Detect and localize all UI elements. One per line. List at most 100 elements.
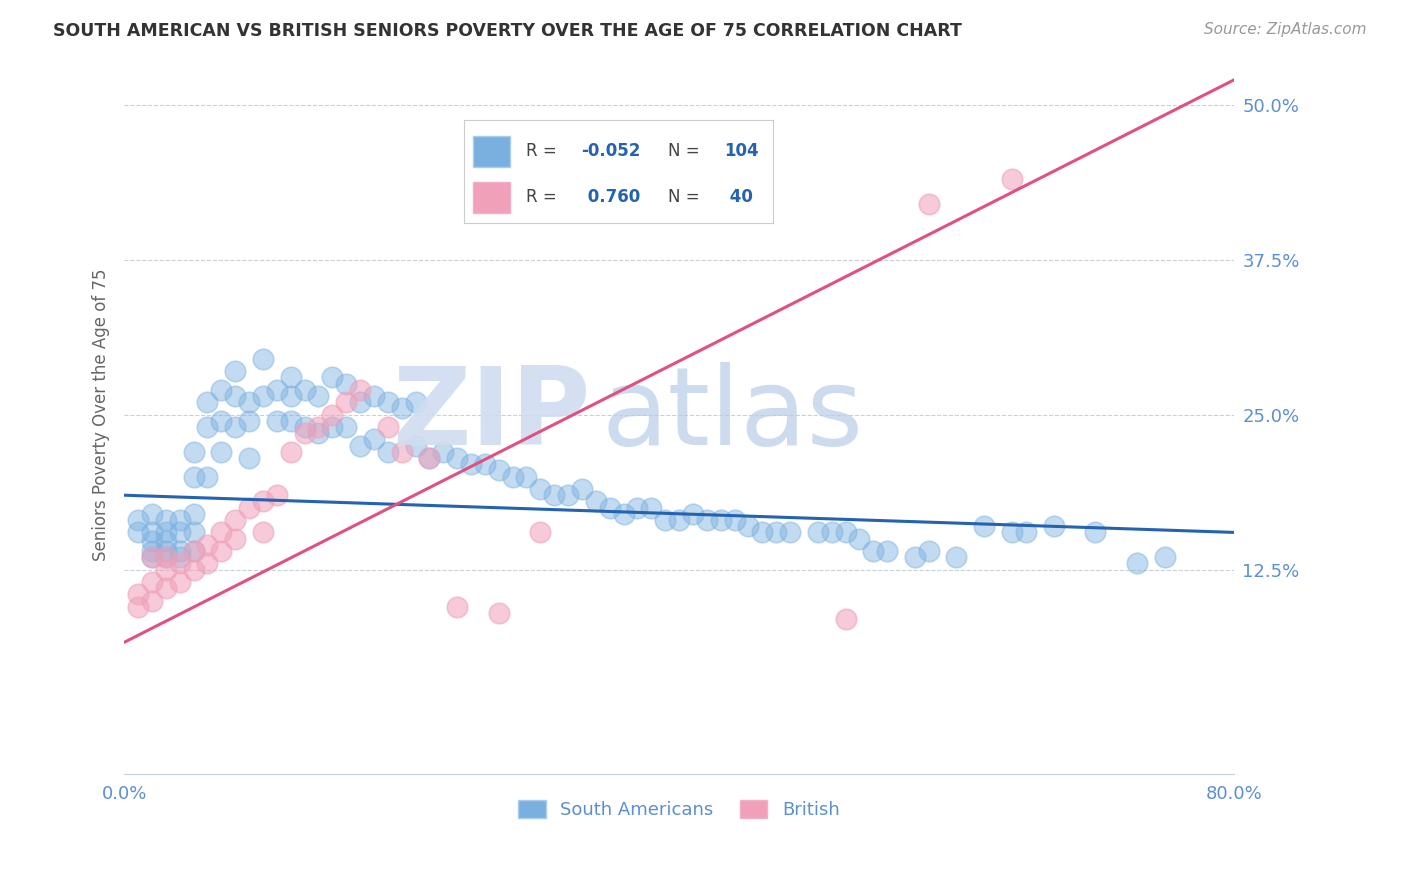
Point	[529, 482, 551, 496]
Point	[1015, 525, 1038, 540]
Point	[405, 395, 427, 409]
Point	[918, 197, 941, 211]
Point	[446, 450, 468, 465]
Point	[224, 420, 246, 434]
Text: R =: R =	[526, 142, 562, 161]
Point	[335, 420, 357, 434]
Point	[209, 445, 232, 459]
Text: N =: N =	[668, 188, 704, 206]
Point	[488, 463, 510, 477]
Point	[682, 507, 704, 521]
Point	[543, 488, 565, 502]
Point	[209, 544, 232, 558]
Point	[557, 488, 579, 502]
Point	[377, 420, 399, 434]
Point	[640, 185, 662, 199]
Point	[141, 550, 163, 565]
Point	[209, 525, 232, 540]
Point	[183, 525, 205, 540]
Point	[141, 574, 163, 589]
Text: 0.760: 0.760	[582, 188, 640, 206]
Point	[252, 389, 274, 403]
Point	[141, 525, 163, 540]
Point	[765, 525, 787, 540]
Point	[321, 408, 343, 422]
Point	[294, 383, 316, 397]
Point	[252, 351, 274, 366]
Point	[155, 513, 177, 527]
Point	[474, 457, 496, 471]
Point	[945, 550, 967, 565]
Legend: South Americans, British: South Americans, British	[512, 792, 846, 826]
Point	[321, 420, 343, 434]
Point	[280, 370, 302, 384]
Point	[238, 395, 260, 409]
Point	[321, 370, 343, 384]
Point	[209, 414, 232, 428]
Point	[169, 525, 191, 540]
Point	[1084, 525, 1107, 540]
Text: ZIP: ZIP	[392, 361, 591, 467]
Text: N =: N =	[668, 142, 704, 161]
Point	[127, 525, 149, 540]
Point	[654, 513, 676, 527]
Point	[1001, 525, 1024, 540]
Point	[155, 550, 177, 565]
Point	[377, 445, 399, 459]
Point	[418, 450, 440, 465]
Point	[197, 557, 219, 571]
Point	[779, 525, 801, 540]
Point	[1001, 172, 1024, 186]
Point	[141, 534, 163, 549]
Point	[280, 389, 302, 403]
Point	[515, 469, 537, 483]
Point	[169, 557, 191, 571]
Point	[1126, 557, 1149, 571]
Point	[349, 395, 371, 409]
Point	[294, 426, 316, 441]
Point	[834, 525, 856, 540]
Point	[169, 544, 191, 558]
Point	[155, 534, 177, 549]
Point	[224, 389, 246, 403]
Point	[834, 612, 856, 626]
Point	[807, 525, 830, 540]
Point	[183, 544, 205, 558]
Point	[613, 507, 636, 521]
Text: -0.052: -0.052	[582, 142, 641, 161]
Point	[335, 376, 357, 391]
Point	[209, 383, 232, 397]
Point	[723, 513, 745, 527]
Point	[266, 383, 288, 397]
Point	[918, 544, 941, 558]
Point	[377, 395, 399, 409]
Point	[848, 532, 870, 546]
Point	[224, 532, 246, 546]
Point	[751, 178, 773, 193]
Point	[1153, 550, 1175, 565]
Point	[488, 606, 510, 620]
Point	[266, 488, 288, 502]
Text: 40: 40	[724, 188, 752, 206]
Point	[418, 450, 440, 465]
Point	[141, 593, 163, 607]
Point	[668, 513, 690, 527]
Point	[307, 426, 329, 441]
Point	[155, 581, 177, 595]
Point	[197, 469, 219, 483]
Point	[904, 550, 927, 565]
Text: 104: 104	[724, 142, 758, 161]
Point	[127, 599, 149, 614]
Point	[169, 550, 191, 565]
Point	[391, 401, 413, 416]
Point	[183, 507, 205, 521]
Point	[862, 544, 884, 558]
Text: SOUTH AMERICAN VS BRITISH SENIORS POVERTY OVER THE AGE OF 75 CORRELATION CHART: SOUTH AMERICAN VS BRITISH SENIORS POVERT…	[53, 22, 962, 40]
Point	[280, 445, 302, 459]
Point	[737, 519, 759, 533]
Point	[529, 525, 551, 540]
Point	[155, 544, 177, 558]
Point	[197, 538, 219, 552]
Point	[585, 494, 607, 508]
Point	[252, 525, 274, 540]
